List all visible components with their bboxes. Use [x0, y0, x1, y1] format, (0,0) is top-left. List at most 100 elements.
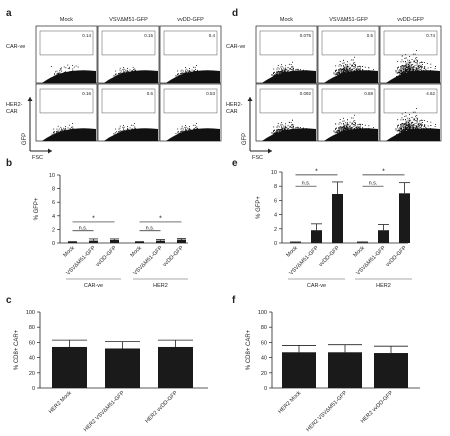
flow-row-label: CAR-ve	[226, 44, 245, 50]
flow-gate	[101, 30, 156, 56]
flow-cell: 0.4	[159, 25, 222, 84]
flow-cell: 4.62	[379, 83, 442, 142]
panel-letter-e: e	[232, 158, 238, 169]
flow-panel-a: Mock VSVΔM51-GFP vvDD-GFP CAR-ve HER2-CAR 0.1…	[6, 17, 222, 161]
significance-label: *	[382, 168, 385, 175]
flow-gate-value: 0.16	[82, 91, 91, 96]
category-label: HER2 VSVΔM51-GFP	[305, 390, 348, 433]
y-axis-label: % CD8+ CAR+	[246, 329, 252, 370]
bar	[282, 352, 316, 388]
category-label: Mock	[129, 245, 143, 259]
y-axis-label: % CD8+ CAR+	[14, 329, 20, 370]
flow-gate	[321, 30, 376, 56]
flow-gate-value: 4.62	[426, 91, 435, 96]
flow-gate-value: 0.4	[209, 33, 216, 38]
flow-x-arrow-head	[268, 148, 272, 154]
flow-column-header: vvDD-GFP	[397, 17, 424, 23]
y-tick-label: 40	[29, 356, 35, 362]
flow-gate-value: 0.5	[367, 33, 374, 38]
flow-dense-population	[42, 70, 96, 83]
significance-label: *	[315, 168, 318, 175]
flow-gate-value: 0.092	[300, 91, 312, 96]
flow-gate-value: 0.15	[144, 33, 153, 38]
flow-y-axis-label: GFP	[242, 133, 248, 145]
category-label: Mock	[62, 245, 76, 259]
bar	[328, 352, 362, 388]
category-label: HER2 vvDD-GFP	[360, 390, 395, 425]
flow-gate	[321, 88, 376, 114]
category-label: HER2 Mock	[48, 390, 73, 415]
bar	[135, 241, 144, 243]
flow-cell: 0.53	[159, 83, 222, 142]
flow-cell: 0.6	[97, 83, 160, 142]
category-label: vvDD-GFP	[318, 245, 341, 268]
flow-dense-population	[104, 128, 158, 141]
flow-cytometry-panels: Mock VSVΔM51-GFP vvDD-GFP CAR-ve HER2-CAR 0.1…	[6, 17, 442, 161]
significance-label: *	[92, 215, 95, 222]
bar	[177, 239, 186, 243]
flow-y-arrow-head	[247, 97, 253, 101]
flow-gate-value: 0.075	[300, 33, 312, 38]
bar	[374, 353, 408, 388]
y-tick-label: 0	[52, 241, 55, 247]
panel-letter-c: c	[6, 295, 12, 306]
y-tick-label: 100	[258, 310, 267, 316]
flow-cell: 0.5	[317, 25, 380, 84]
flow-dense-population	[166, 128, 220, 141]
y-tick-label: 80	[261, 325, 267, 331]
flow-gate	[39, 88, 94, 114]
flow-gate	[101, 88, 156, 114]
y-tick-label: 40	[261, 356, 267, 362]
bar	[68, 241, 77, 243]
y-tick-label: 20	[29, 371, 35, 377]
flow-x-axis-label: FSC	[32, 155, 43, 161]
y-tick-label: 2	[274, 227, 277, 233]
flow-gate-value: 0.68	[364, 91, 373, 96]
significance-label: n.s.	[302, 181, 311, 187]
flow-dense-population	[386, 128, 440, 141]
bar	[399, 193, 410, 243]
flow-gate	[163, 88, 218, 114]
significance-label: *	[159, 215, 162, 222]
flow-gate-value: 0.14	[82, 33, 91, 38]
flow-dense-population	[386, 70, 440, 83]
category-label: vvDD-GFP	[162, 245, 185, 268]
y-tick-label: 10	[49, 173, 55, 179]
y-axis-label: % GFP+	[256, 196, 262, 219]
flow-gate	[383, 88, 438, 114]
y-tick-label: 20	[261, 371, 267, 377]
flow-gate	[163, 30, 218, 56]
category-label: HER2 vvDD-GFP	[144, 390, 179, 425]
bar	[357, 242, 368, 244]
flow-dense-population	[42, 128, 96, 141]
bar	[332, 194, 343, 243]
bar	[89, 240, 98, 243]
flow-dense-population	[262, 70, 316, 83]
bar	[311, 230, 322, 243]
flow-cell: 0.075	[255, 25, 318, 84]
bar	[105, 348, 140, 388]
flow-column-header: VSVΔM51-GFP	[109, 17, 148, 23]
y-axis-label: % GFP+	[34, 197, 40, 220]
flow-gate-value: 0.74	[426, 33, 435, 38]
flow-row-label: HER2-CAR	[226, 102, 243, 115]
significance-label: n.s.	[79, 225, 88, 231]
panel-letter-b: b	[6, 158, 12, 169]
flow-gate-value: 0.6	[147, 91, 154, 96]
flow-row-label: CAR-ve	[6, 44, 25, 50]
flow-y-arrow-head	[27, 97, 33, 101]
y-tick-label: 60	[29, 340, 35, 346]
panel-letter-d: d	[232, 8, 238, 19]
category-label: HER2 Mock	[277, 390, 302, 415]
flow-dense-population	[324, 128, 378, 141]
group-label: CAR-ve	[307, 283, 326, 289]
flow-dense-population	[104, 70, 158, 83]
flow-dense-population	[166, 70, 220, 83]
y-tick-label: 80	[29, 325, 35, 331]
y-tick-label: 0	[264, 386, 267, 392]
bar	[110, 239, 119, 243]
flow-x-arrow-head	[48, 148, 52, 154]
flow-gate	[383, 30, 438, 56]
